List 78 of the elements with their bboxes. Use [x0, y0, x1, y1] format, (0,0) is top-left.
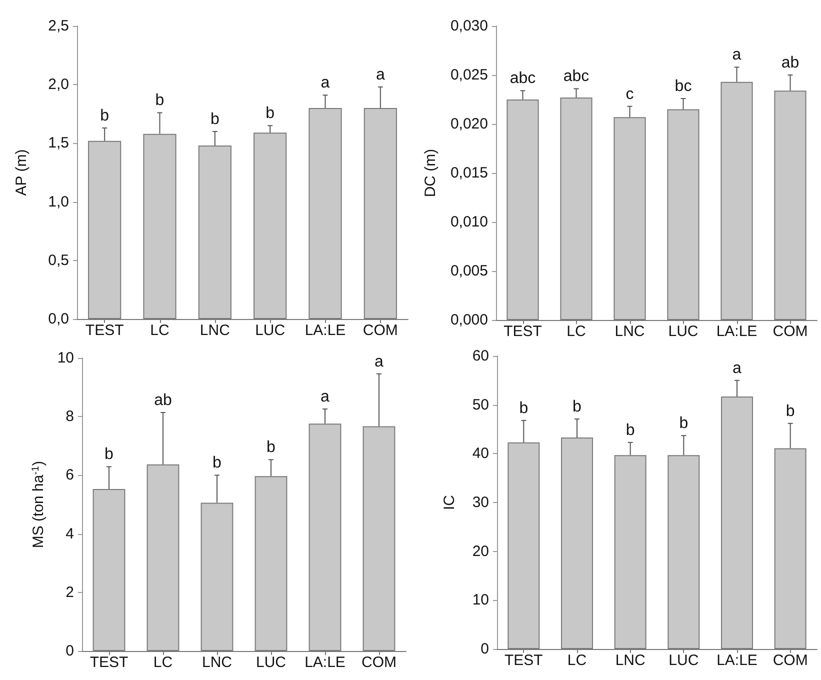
x-tick-label: LA:LE [304, 322, 346, 339]
annotation: b [266, 439, 276, 456]
y-tick-label: 0,000 [450, 312, 488, 328]
y-tick-label: 2 [66, 584, 74, 601]
y-tick-label: 0,025 [450, 66, 488, 84]
x-tick-label: LNC [200, 322, 230, 339]
y-tick-label: 0,020 [450, 116, 488, 132]
y-tick-label: 0,010 [450, 214, 488, 230]
annotation: b [155, 92, 164, 110]
annotation: abc [510, 70, 536, 88]
y-tick-label: 0,0 [48, 310, 69, 328]
y-tick-label: 1,0 [48, 193, 69, 210]
y-tick-label: 0 [480, 640, 489, 658]
y-axis-title: IC [441, 494, 458, 510]
y-tick-label: 30 [472, 494, 489, 511]
y-tick-label: 8 [66, 408, 74, 426]
x-tick-label: COM [362, 654, 396, 671]
y-tick-label: 0 [66, 642, 74, 660]
annotation: b [212, 454, 222, 472]
y-tick-label: 10 [57, 350, 74, 366]
x-tick-label: TEST [90, 654, 128, 671]
y-tick-label: 50 [472, 396, 489, 414]
y-axis-title: DC (m) [422, 148, 439, 198]
x-tick-label: COM [772, 323, 808, 340]
y-axis-title: MS (ton ha-1) [30, 460, 47, 548]
annotation: bc [674, 78, 692, 96]
y-tick-label: 40 [472, 445, 489, 462]
y-axis-title: AP (m) [13, 149, 30, 196]
annotation: c [626, 86, 634, 103]
annotation: a [320, 388, 330, 406]
y-tick-label: 0,005 [450, 262, 488, 280]
x-tick-label: LC [567, 652, 587, 669]
annotation: abc [563, 68, 590, 86]
annotation: ab [154, 392, 172, 409]
x-tick-label: TEST [504, 323, 542, 340]
y-tick-label: 0,5 [48, 252, 69, 269]
y-tick-label: 2,0 [48, 76, 69, 94]
x-tick-label: LNC [202, 654, 232, 671]
y-tick-label: 0,015 [450, 164, 488, 182]
x-tick-label: LUC [255, 322, 286, 339]
x-tick-label: LA:LE [716, 652, 758, 669]
x-tick-label: COM [772, 652, 808, 669]
annotation: b [679, 415, 688, 432]
annotation: a [376, 66, 385, 84]
annotation: b [104, 446, 114, 464]
annotation: a [732, 46, 742, 64]
x-tick-label: TEST [85, 322, 124, 339]
x-tick-label: LC [153, 654, 173, 671]
y-tick-label: 4 [66, 525, 74, 542]
x-tick-label: LNC [615, 652, 646, 669]
annotation: b [519, 400, 528, 417]
y-tick-label: 20 [472, 542, 489, 560]
annotation: b [266, 105, 275, 122]
x-tick-label: LUC [256, 654, 286, 671]
x-tick-label: LC [150, 322, 170, 339]
y-tick-label: 60 [472, 348, 489, 364]
annotation: ab [781, 54, 800, 72]
annotation: b [786, 402, 795, 420]
annotation: a [732, 360, 742, 377]
annotation: b [100, 107, 110, 124]
x-tick-label: LUC [668, 323, 698, 340]
y-tick-label: 2,5 [48, 18, 69, 34]
annotation: a [374, 353, 384, 370]
x-tick-label: LNC [614, 323, 645, 340]
y-tick-label: 0,030 [450, 18, 488, 34]
x-tick-label: TEST [504, 652, 543, 669]
x-tick-label: LUC [668, 652, 699, 669]
x-tick-label: LC [566, 323, 586, 340]
x-tick-label: LA:LE [716, 323, 758, 340]
annotation: b [626, 422, 635, 439]
x-tick-label: COM [362, 322, 398, 339]
y-tick-label: 10 [472, 592, 489, 609]
y-tick-label: 1,5 [48, 134, 69, 152]
x-tick-label: LA:LE [304, 654, 346, 671]
annotation: a [320, 74, 330, 92]
y-tick-label: 6 [66, 466, 74, 484]
annotation: b [210, 110, 220, 128]
annotation: b [572, 398, 582, 416]
